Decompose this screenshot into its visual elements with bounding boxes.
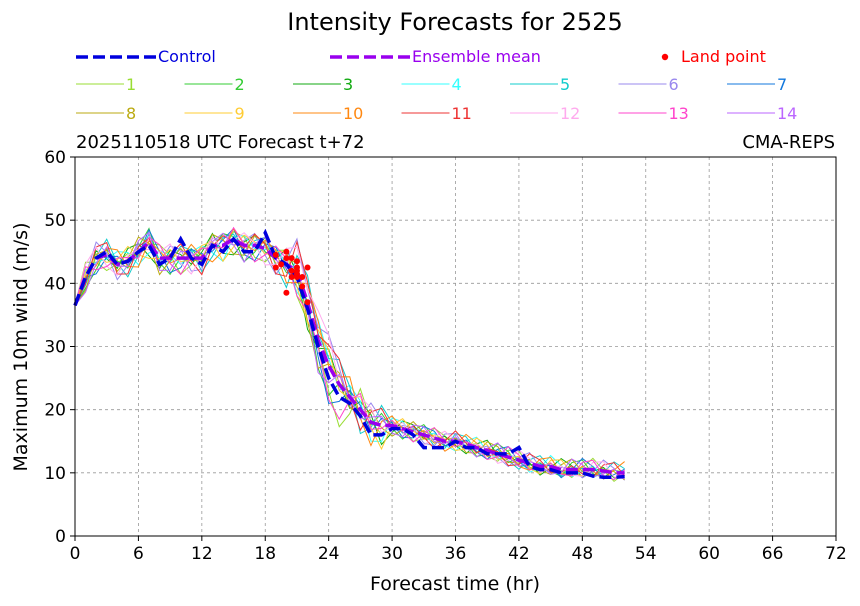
- control-path: [73, 228, 625, 480]
- ensemble-mean-line: [73, 237, 625, 475]
- legend-member-label-8: 8: [126, 104, 136, 123]
- land-point: [283, 255, 290, 262]
- subtitle-right: CMA-REPS: [742, 132, 835, 153]
- land-points: [272, 248, 311, 306]
- land-point: [304, 264, 311, 271]
- legend-member-label-6: 6: [669, 75, 679, 94]
- x-tick-label: 54: [635, 544, 657, 564]
- y-tick-label: 20: [44, 401, 66, 421]
- x-tick-label: 72: [825, 544, 847, 564]
- land-point: [304, 299, 311, 306]
- legend-member-label-11: 11: [452, 104, 472, 123]
- legend-mean-label: Ensemble mean: [412, 47, 541, 66]
- y-tick-label: 30: [44, 338, 66, 358]
- member-line-3: [74, 232, 625, 479]
- legend-member-label-4: 4: [452, 75, 462, 94]
- member-line-5: [74, 232, 625, 479]
- legend-member-label-5: 5: [560, 75, 570, 94]
- land-point: [293, 274, 300, 281]
- x-tick-label: 12: [191, 544, 213, 564]
- axis-ticks: 0 6 12 18 24 30 36 42 48 54 60 66 72 0 10 20 30 40 50 60: [44, 148, 846, 564]
- x-tick-label: 24: [318, 544, 340, 564]
- legend-member-label-3: 3: [343, 75, 353, 94]
- x-tick-label: 36: [445, 544, 467, 564]
- land-point: [278, 261, 285, 268]
- x-tick-label: 60: [698, 544, 720, 564]
- legend-land-label: Land point: [681, 47, 766, 66]
- member-line-6: [74, 232, 625, 481]
- land-point: [288, 267, 295, 274]
- x-tick-label: 66: [762, 544, 784, 564]
- member-lines: [74, 226, 626, 483]
- land-point: [299, 283, 306, 290]
- land-point: [293, 267, 300, 274]
- land-point: [283, 248, 290, 255]
- y-axis-label: Maximum 10m wind (m/s): [10, 223, 32, 472]
- y-tick-label: 0: [55, 527, 66, 547]
- land-point: [288, 255, 295, 262]
- grid: [75, 157, 836, 536]
- legend-member-label-12: 12: [560, 104, 580, 123]
- x-tick-label: 18: [254, 544, 276, 564]
- x-tick-label: 6: [133, 544, 144, 564]
- x-axis-label: Forecast time (hr): [370, 573, 540, 595]
- subtitle-left: 2025110518 UTC Forecast t+72: [76, 132, 365, 153]
- land-point: [272, 251, 279, 258]
- land-point: [293, 258, 300, 265]
- legend-member-label-10: 10: [343, 104, 363, 123]
- legend-member-label-1: 1: [126, 75, 136, 94]
- ensemble-mean-path: [73, 237, 625, 475]
- control-line: [73, 228, 625, 480]
- y-tick-label: 10: [44, 464, 66, 484]
- member-line-4: [74, 235, 604, 478]
- land-point: [288, 274, 295, 281]
- legend-control-label: Control: [158, 47, 216, 66]
- land-point: [283, 289, 290, 296]
- x-tick-label: 48: [572, 544, 594, 564]
- member-line-11: [74, 233, 626, 478]
- legend-member-label-14: 14: [777, 104, 797, 123]
- y-tick-label: 60: [44, 148, 66, 168]
- legend-member-label-13: 13: [669, 104, 689, 123]
- y-tick-label: 40: [44, 274, 66, 294]
- chart-title: Intensity Forecasts for 2525: [287, 8, 622, 36]
- legend-member-label-7: 7: [777, 75, 787, 94]
- legend-member-entries: 1 2 3 4 5 6 78 9 10 11 12 13 14: [76, 75, 797, 123]
- x-tick-label: 30: [381, 544, 403, 564]
- legend-member-label-2: 2: [235, 75, 245, 94]
- x-tick-label: 42: [508, 544, 530, 564]
- land-point: [272, 264, 279, 271]
- legend-land-swatch: [661, 53, 669, 61]
- legend-member-label-9: 9: [235, 104, 245, 123]
- land-point: [299, 274, 306, 281]
- y-tick-label: 50: [44, 211, 66, 231]
- member-line-9: [74, 234, 594, 477]
- member-line-8: [74, 233, 625, 481]
- x-tick-label: 0: [70, 544, 81, 564]
